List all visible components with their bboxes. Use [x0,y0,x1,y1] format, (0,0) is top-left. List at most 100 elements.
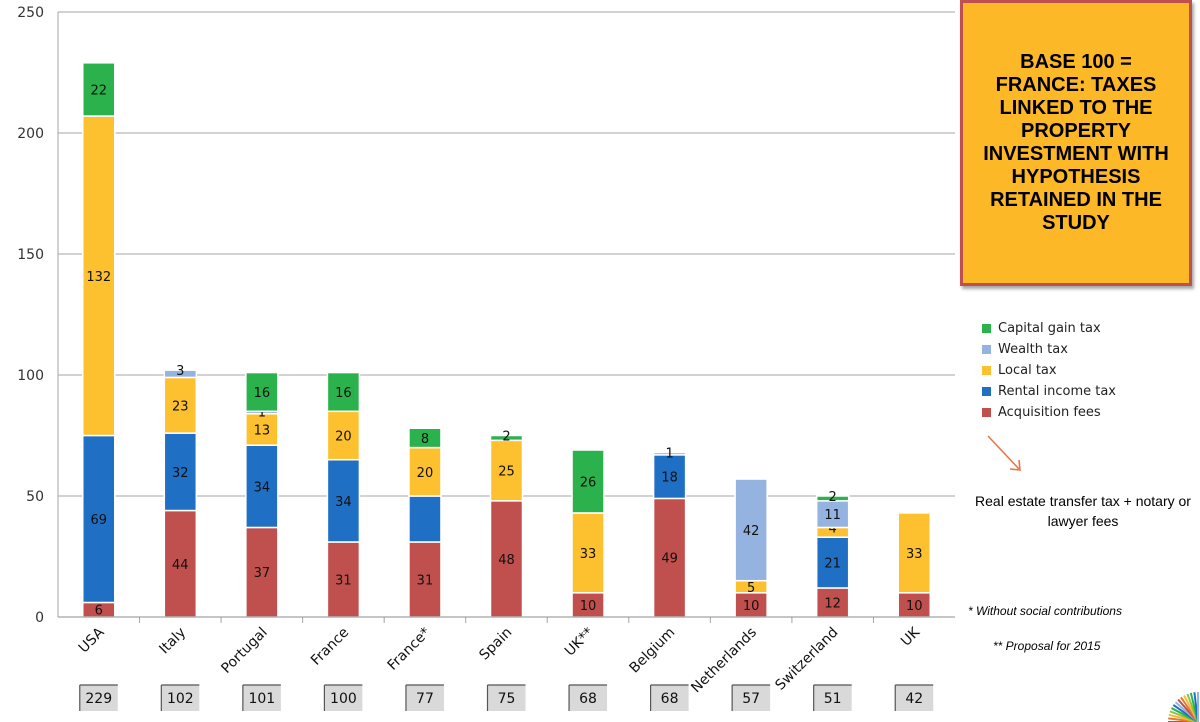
bar-segment [571,449,605,514]
bar-segment [408,495,442,543]
y-tick-label: 150 [17,247,44,263]
bar-segment [897,512,931,594]
y-tick-label: 250 [17,5,44,21]
total-box [405,685,444,711]
total-box [895,685,934,711]
legend-swatch [982,387,991,396]
legend: Capital gain tax Wealth tax Local tax Renta… [982,318,1116,423]
category-label: Belgium [627,625,679,677]
corner-logo-icon [1168,692,1199,722]
bar-segment [82,115,116,437]
data-label: 18 [661,471,678,486]
bar-segment [82,62,116,117]
total-box [487,685,526,711]
data-label: 32 [172,466,189,481]
y-tick-label: 200 [17,126,44,142]
category-label: France [308,625,352,669]
data-label: 8 [421,432,429,447]
total-box [242,685,281,711]
bar-segment [326,371,361,413]
data-label: 20 [335,430,352,445]
bar-segment [489,500,524,618]
total-label: 68 [579,691,597,707]
data-label: 33 [580,547,597,562]
legend-label: Rental income tax [998,384,1116,399]
bar-segment [489,434,524,442]
bar-segment [408,427,442,449]
data-label: 22 [90,83,107,98]
total-box [813,685,852,711]
bar-segment [245,371,279,413]
pointer-arrow-icon [987,435,1021,471]
data-label: 25 [498,465,515,480]
legend-label: Local tax [998,363,1057,378]
legend-item: Capital gain tax [982,318,1116,339]
bar-segment [82,434,116,604]
data-label: 13 [254,423,271,438]
y-tick-label: 50 [26,489,44,505]
legend-item: Wealth tax [982,339,1116,360]
legend-label: Acquisition fees [998,405,1101,420]
total-box [569,685,608,711]
category-label: UK** [562,625,597,660]
total-label: 101 [248,691,275,707]
data-label: 11 [824,508,841,523]
total-box [732,685,771,711]
bar-segment [163,369,198,379]
chart-title: BASE 100 = FRANCE: TAXES LINKED TO THE P… [983,51,1169,234]
bar-segment [326,410,361,461]
bar-segment [652,451,687,456]
data-label: 3 [176,364,184,379]
data-label: 31 [335,573,352,588]
bar-segment [815,587,850,618]
total-box [79,685,118,711]
stacked-bar-chart: 05010015020025066913222USA2294432233Ital… [17,5,955,711]
bar-segment [571,512,605,594]
bar-segment [815,500,850,529]
total-label: 100 [330,691,357,707]
category-label: UK [898,624,924,650]
data-label: 31 [417,573,434,588]
legend-item: Local tax [982,360,1116,381]
data-label: 26 [580,475,597,490]
legend-swatch [982,366,991,375]
total-label: 68 [661,691,679,707]
total-box [161,685,200,711]
legend-swatch [982,345,991,354]
data-label: 1 [258,405,266,420]
bar-segment [163,509,198,618]
data-label: 5 [747,581,755,596]
data-label: 2 [502,430,510,445]
data-label: 16 [335,386,352,401]
category-label: France* [385,625,434,674]
data-label: 1 [665,446,673,461]
bar-segment [734,478,768,582]
category-label: Portugal [218,625,270,677]
data-label: 2 [829,490,837,505]
total-label: 102 [167,691,194,707]
data-label: 21 [824,557,841,572]
data-label: 34 [254,480,271,495]
data-label: 48 [498,553,515,568]
data-label: 69 [90,513,107,528]
total-label: 57 [742,691,760,707]
legend-item: Rental income tax [982,381,1116,402]
data-label: 20 [417,466,434,481]
category-label: USA [76,624,108,656]
data-label: 4 [829,521,837,536]
data-label: 16 [254,386,271,401]
category-label: Spain [476,625,515,664]
data-label: 10 [580,599,597,614]
bar-segment [326,458,361,543]
data-label: 37 [254,566,271,581]
data-label: 34 [335,495,352,510]
data-label: 23 [172,399,189,414]
bar-segment [652,454,687,500]
total-label: 51 [824,691,842,707]
data-label: 132 [86,270,111,285]
total-box [650,685,689,711]
total-label: 77 [416,691,434,707]
data-label: 10 [743,599,760,614]
total-label: 229 [85,691,112,707]
bar-segment [245,526,279,618]
